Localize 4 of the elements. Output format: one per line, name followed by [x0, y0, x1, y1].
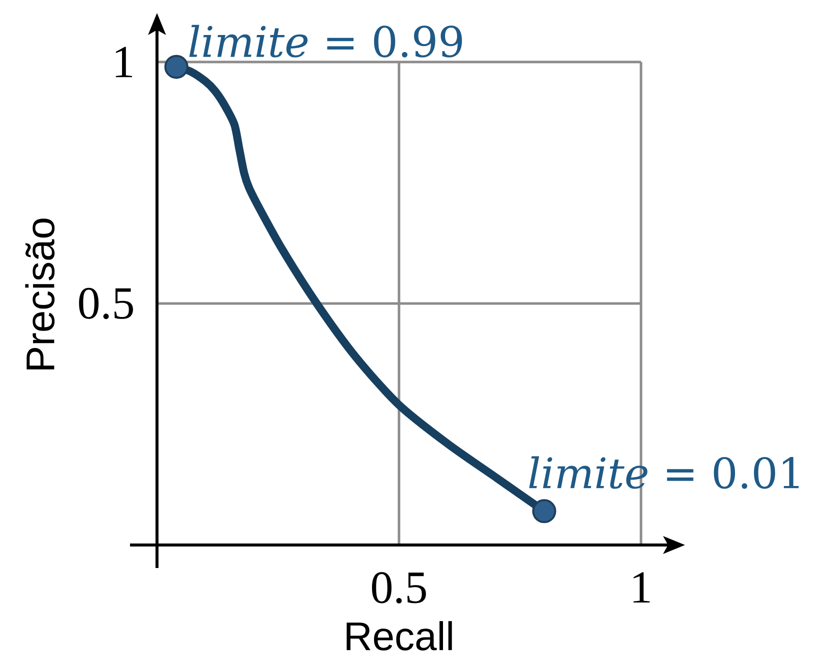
- annotation: limite = 0.99: [189, 24, 462, 58]
- x-axis-title: Recall: [346, 621, 452, 650]
- annotation: limite = 0.01: [529, 456, 799, 489]
- y-axis-title: Precisão: [25, 218, 55, 370]
